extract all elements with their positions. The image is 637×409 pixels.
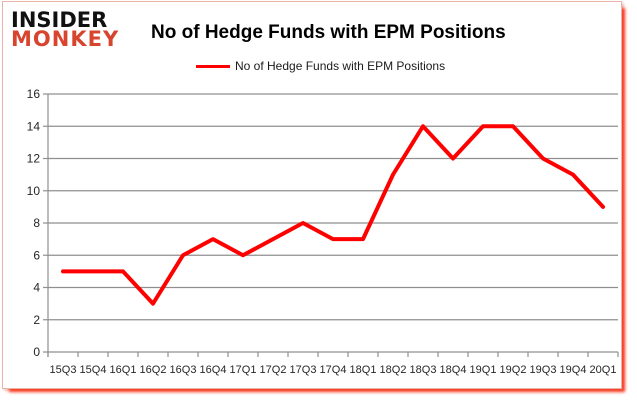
x-tick-label: 19Q3 [530,364,557,376]
legend: No of Hedge Funds with EPM Positions [196,59,445,73]
y-tick-label: 8 [33,216,40,230]
chart-title: No of Hedge Funds with EPM Positions [151,22,506,43]
x-tick-label: 17Q4 [320,364,347,376]
x-tick-label: 18Q4 [440,364,467,376]
x-tick-label: 17Q2 [260,364,287,376]
x-tick-label: 19Q4 [560,364,587,376]
x-tick-label: 17Q3 [290,364,317,376]
x-tick-label: 15Q3 [50,364,77,376]
x-tick-label: 18Q2 [380,364,407,376]
logo-text-monkey: MONKEY [11,27,120,52]
x-tick-label: 19Q2 [500,364,527,376]
y-tick-label: 0 [33,345,40,359]
y-tick-label: 10 [27,184,41,198]
legend-line-marker [196,64,230,68]
x-tick-label: 18Q3 [410,364,437,376]
logo-text-insider: INSIDER [11,8,108,32]
y-tick-label: 16 [27,87,41,101]
x-tick-label: 20Q1 [590,364,617,376]
x-tick-label: 16Q4 [200,364,227,376]
y-tick-label: 6 [33,248,40,262]
legend-label: No of Hedge Funds with EPM Positions [235,59,446,73]
x-tick-label: 16Q1 [110,364,137,376]
x-tick-label: 19Q1 [470,364,497,376]
y-tick-label: 4 [33,281,40,295]
y-tick-label: 14 [27,119,41,133]
x-tick-label: 15Q4 [80,364,107,376]
insider-monkey-logo: INSIDER MONKEY [11,8,120,52]
chart-panel: INSIDER MONKEY No of Hedge Funds with EP… [2,1,622,389]
x-tick-label: 18Q1 [350,364,377,376]
series-line [61,124,605,306]
x-tick-label: 16Q3 [170,364,197,376]
y-tick-label: 12 [27,152,41,166]
x-tick-label: 17Q1 [230,364,257,376]
y-tick-label: 2 [33,313,40,327]
x-tick-label: 16Q2 [140,364,167,376]
